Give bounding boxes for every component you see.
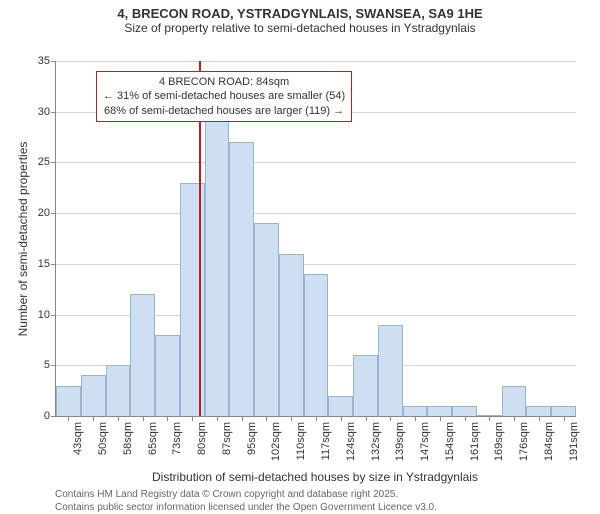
xtick-mark [465,416,466,421]
gridline [56,213,576,214]
histogram-bar [254,223,279,416]
xtick-mark [564,416,565,421]
ytick-label: 0 [44,410,56,422]
xtick-mark [266,416,267,421]
ytick-label: 30 [38,106,56,118]
callout-box: 4 BRECON ROAD: 84sqm← 31% of semi-detach… [96,71,352,122]
xtick-label: 43sqm [72,422,84,455]
xtick-label: 95sqm [246,422,258,455]
histogram-bar [502,386,527,416]
xtick-label: 191sqm [568,422,580,461]
xtick-mark [217,416,218,421]
xtick-mark [167,416,168,421]
xtick-label: 161sqm [469,422,481,461]
xtick-label: 50sqm [97,422,109,455]
callout-line-3: 68% of semi-detached houses are larger (… [103,104,345,118]
ytick-label: 35 [38,55,56,67]
plot-area: 0510152025303543sqm50sqm58sqm65sqm73sqm8… [55,61,576,417]
xtick-label: 65sqm [147,422,159,455]
xtick-mark [415,416,416,421]
xtick-label: 139sqm [394,422,406,461]
xtick-label: 58sqm [122,422,134,455]
histogram-bar [526,406,551,416]
xtick-label: 87sqm [221,422,233,455]
footer-line-1: Contains HM Land Registry data © Crown c… [55,488,437,501]
gridline [56,61,576,62]
callout-line-1: 4 BRECON ROAD: 84sqm [103,75,345,89]
histogram-bar [328,396,353,416]
xtick-label: 102sqm [270,422,282,461]
histogram-bar [452,406,477,416]
histogram-bar [427,406,452,416]
xtick-mark [316,416,317,421]
xtick-label: 110sqm [295,422,307,460]
histogram-bar [353,355,378,416]
xtick-label: 184sqm [543,422,555,461]
xtick-label: 176sqm [518,422,530,461]
xtick-mark [390,416,391,421]
xtick-mark [489,416,490,421]
xtick-label: 169sqm [493,422,505,461]
gridline [56,264,576,265]
xtick-mark [118,416,119,421]
callout-line-2: ← 31% of semi-detached houses are smalle… [103,89,345,103]
xtick-mark [93,416,94,421]
ytick-label: 5 [44,359,56,371]
chart-container: 4, BRECON ROAD, YSTRADGYNLAIS, SWANSEA, … [0,6,600,506]
xtick-mark [291,416,292,421]
chart-title: 4, BRECON ROAD, YSTRADGYNLAIS, SWANSEA, … [0,6,600,21]
histogram-bar [229,142,254,416]
xtick-label: 132sqm [370,422,382,461]
chart-subtitle: Size of property relative to semi-detach… [0,21,600,35]
xtick-label: 73sqm [171,422,183,455]
xtick-mark [242,416,243,421]
xtick-mark [143,416,144,421]
histogram-bar [279,254,304,416]
ytick-label: 25 [38,156,56,168]
histogram-bar [155,335,180,416]
histogram-bar [403,406,428,416]
xtick-mark [440,416,441,421]
histogram-bar [205,112,230,416]
histogram-bar [304,274,329,416]
xtick-label: 80sqm [196,422,208,455]
xtick-mark [341,416,342,421]
xtick-mark [366,416,367,421]
xtick-label: 154sqm [444,422,456,461]
gridline [56,162,576,163]
histogram-bar [56,386,81,416]
xtick-label: 124sqm [345,422,357,461]
xtick-mark [539,416,540,421]
ytick-label: 10 [38,309,56,321]
histogram-bar [130,294,155,416]
footer-line-2: Contains public sector information licen… [55,501,437,514]
xtick-mark [68,416,69,421]
ytick-label: 20 [38,207,56,219]
histogram-bar [106,365,131,416]
xtick-label: 117sqm [320,422,332,460]
xtick-mark [514,416,515,421]
x-axis-label: Distribution of semi-detached houses by … [55,470,575,484]
histogram-bar [378,325,403,416]
ytick-label: 15 [38,258,56,270]
histogram-bar [81,375,106,416]
xtick-mark [192,416,193,421]
footer-text: Contains HM Land Registry data © Crown c… [55,488,437,514]
histogram-bar [551,406,576,416]
y-axis-label: Number of semi-detached properties [16,141,30,336]
xtick-label: 147sqm [419,422,431,461]
